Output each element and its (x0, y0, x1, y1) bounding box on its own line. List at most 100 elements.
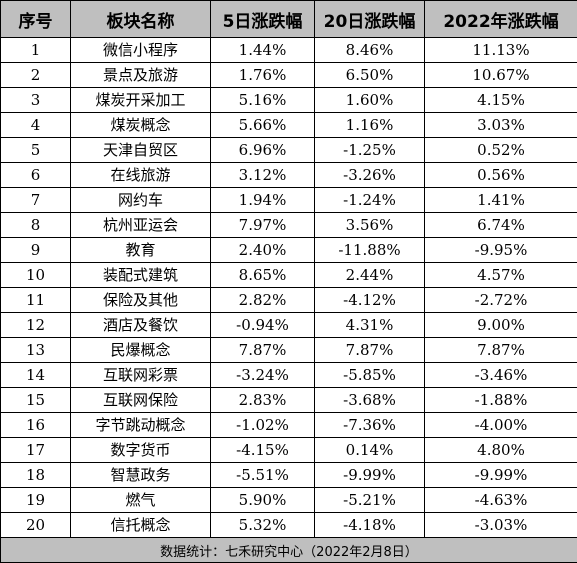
column-header-sector: 板块名称 (71, 1, 211, 38)
cell-sector-name: 燃气 (71, 488, 211, 513)
cell-20day-change: 0.14% (315, 438, 425, 463)
cell-5day-change: 6.96% (211, 138, 315, 163)
cell-index: 3 (1, 88, 71, 113)
cell-sector-name: 煤炭开采加工 (71, 88, 211, 113)
cell-index: 15 (1, 388, 71, 413)
cell-ytd-change: 0.56% (425, 163, 577, 188)
cell-sector-name: 在线旅游 (71, 163, 211, 188)
cell-ytd-change: 6.74% (425, 213, 577, 238)
cell-20day-change: -1.24% (315, 188, 425, 213)
cell-20day-change: -9.99% (315, 463, 425, 488)
source-note: 数据统计：七禾研究中心（2022年2月8日） (1, 538, 577, 563)
cell-ytd-change: 7.87% (425, 338, 577, 363)
cell-index: 20 (1, 513, 71, 538)
cell-ytd-change: 11.13% (425, 38, 577, 63)
cell-ytd-change: 1.41% (425, 188, 577, 213)
cell-index: 2 (1, 63, 71, 88)
cell-index: 7 (1, 188, 71, 213)
cell-5day-change: 7.97% (211, 213, 315, 238)
cell-5day-change: 1.76% (211, 63, 315, 88)
cell-index: 14 (1, 363, 71, 388)
cell-20day-change: 1.16% (315, 113, 425, 138)
cell-sector-name: 互联网保险 (71, 388, 211, 413)
cell-20day-change: 7.87% (315, 338, 425, 363)
cell-sector-name: 字节跳动概念 (71, 413, 211, 438)
cell-5day-change: 5.16% (211, 88, 315, 113)
cell-20day-change: -11.88% (315, 238, 425, 263)
cell-5day-change: 2.82% (211, 288, 315, 313)
cell-20day-change: 2.44% (315, 263, 425, 288)
cell-index: 6 (1, 163, 71, 188)
cell-20day-change: -4.12% (315, 288, 425, 313)
cell-index: 1 (1, 38, 71, 63)
cell-index: 18 (1, 463, 71, 488)
cell-20day-change: 3.56% (315, 213, 425, 238)
cell-ytd-change: -4.00% (425, 413, 577, 438)
cell-5day-change: 5.66% (211, 113, 315, 138)
cell-sector-name: 数字货币 (71, 438, 211, 463)
column-header-index: 序号 (1, 1, 71, 38)
cell-ytd-change: 0.52% (425, 138, 577, 163)
cell-sector-name: 智慧政务 (71, 463, 211, 488)
cell-index: 8 (1, 213, 71, 238)
cell-sector-name: 杭州亚运会 (71, 213, 211, 238)
cell-20day-change: -3.26% (315, 163, 425, 188)
cell-20day-change: -7.36% (315, 413, 425, 438)
cell-20day-change: 1.60% (315, 88, 425, 113)
cell-ytd-change: -3.03% (425, 513, 577, 538)
cell-index: 12 (1, 313, 71, 338)
cell-ytd-change: 4.80% (425, 438, 577, 463)
cell-index: 13 (1, 338, 71, 363)
cell-ytd-change: -9.99% (425, 463, 577, 488)
cell-sector-name: 教育 (71, 238, 211, 263)
cell-ytd-change: 10.67% (425, 63, 577, 88)
cell-5day-change: -4.15% (211, 438, 315, 463)
column-header-5day-change: 5日涨跌幅 (211, 1, 315, 38)
cell-5day-change: 1.94% (211, 188, 315, 213)
cell-5day-change: -0.94% (211, 313, 315, 338)
cell-5day-change: 5.32% (211, 513, 315, 538)
cell-ytd-change: 9.00% (425, 313, 577, 338)
cell-20day-change: -5.85% (315, 363, 425, 388)
cell-index: 19 (1, 488, 71, 513)
cell-sector-name: 煤炭概念 (71, 113, 211, 138)
cell-ytd-change: 4.15% (425, 88, 577, 113)
column-header-20day-change: 20日涨跌幅 (315, 1, 425, 38)
cell-ytd-change: -3.46% (425, 363, 577, 388)
cell-index: 4 (1, 113, 71, 138)
cell-index: 11 (1, 288, 71, 313)
cell-ytd-change: -1.88% (425, 388, 577, 413)
cell-ytd-change: 3.03% (425, 113, 577, 138)
cell-ytd-change: -9.95% (425, 238, 577, 263)
column-header-ytd-change: 2022年涨跌幅 (425, 1, 577, 38)
header-row: 序号 板块名称 5日涨跌幅 20日涨跌幅 2022年涨跌幅 (1, 1, 577, 38)
cell-ytd-change: -2.72% (425, 288, 577, 313)
cell-5day-change: -1.02% (211, 413, 315, 438)
cell-sector-name: 装配式建筑 (71, 263, 211, 288)
cell-20day-change: 8.46% (315, 38, 425, 63)
cell-5day-change: 2.40% (211, 238, 315, 263)
cell-index: 10 (1, 263, 71, 288)
cell-20day-change: 4.31% (315, 313, 425, 338)
cell-20day-change: 6.50% (315, 63, 425, 88)
